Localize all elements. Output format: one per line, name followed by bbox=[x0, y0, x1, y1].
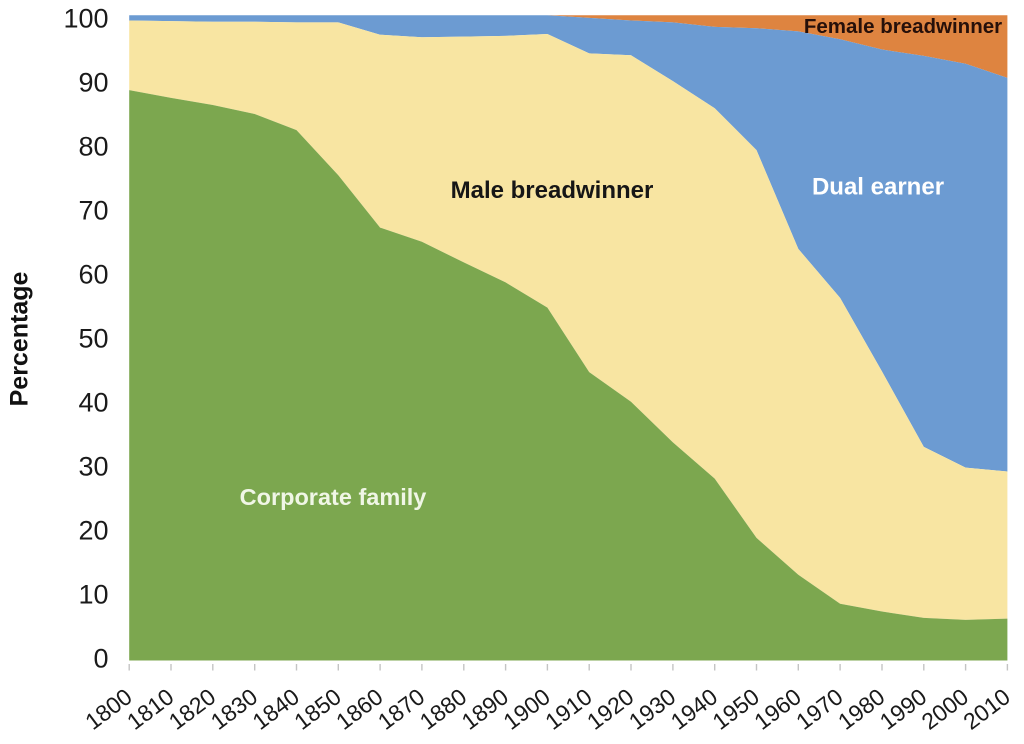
svg-text:90: 90 bbox=[78, 68, 108, 98]
svg-text:Percentage: Percentage bbox=[6, 272, 34, 407]
svg-text:10: 10 bbox=[78, 580, 108, 610]
svg-text:Male breadwinner: Male breadwinner bbox=[451, 177, 654, 204]
svg-text:Dual earner: Dual earner bbox=[812, 174, 944, 201]
svg-text:80: 80 bbox=[78, 132, 108, 162]
svg-text:40: 40 bbox=[78, 388, 108, 418]
svg-text:100: 100 bbox=[63, 4, 108, 34]
svg-text:60: 60 bbox=[78, 260, 108, 290]
svg-text:Female breadwinner: Female breadwinner bbox=[804, 15, 1002, 38]
svg-text:0: 0 bbox=[93, 644, 108, 674]
svg-text:Corporate family: Corporate family bbox=[240, 484, 427, 510]
svg-text:30: 30 bbox=[78, 452, 108, 482]
svg-text:2010: 2010 bbox=[958, 683, 1015, 735]
svg-text:20: 20 bbox=[78, 516, 108, 546]
svg-text:70: 70 bbox=[78, 196, 108, 226]
svg-text:50: 50 bbox=[78, 324, 108, 354]
